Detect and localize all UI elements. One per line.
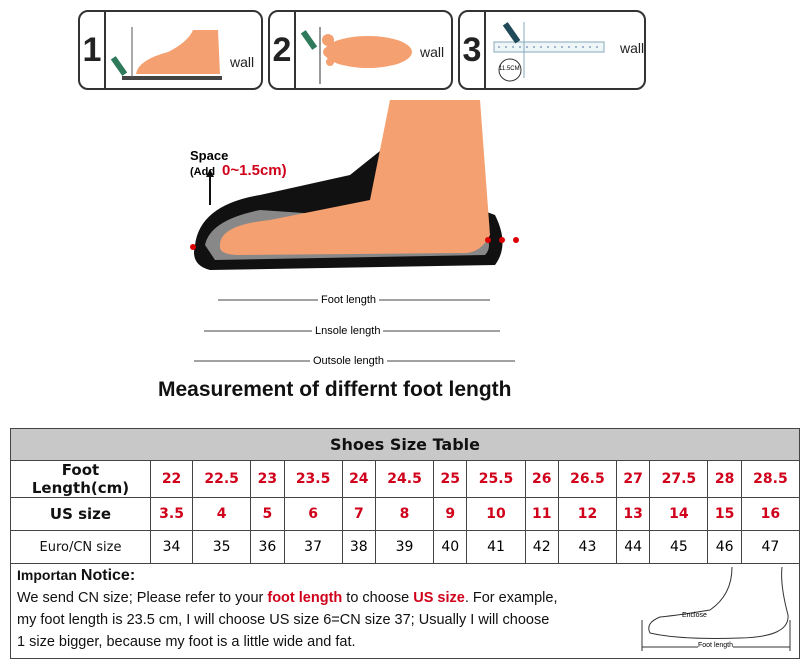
- step-number: 2: [270, 12, 296, 88]
- table-cell: 8: [375, 497, 435, 531]
- notice-highlight: US size: [413, 590, 465, 606]
- wall-label: wall: [620, 40, 645, 56]
- table-cell: 28.5: [740, 460, 801, 498]
- table-cell: 36: [250, 530, 285, 564]
- foot-top-icon: [300, 27, 412, 84]
- table-cell: 6: [283, 497, 343, 531]
- table-cell: 27.5: [649, 460, 709, 498]
- table-cell: 23: [250, 460, 285, 498]
- table-cell: 39: [375, 530, 435, 564]
- table-cell: 25: [433, 460, 468, 498]
- table-cell: 42: [524, 530, 559, 564]
- table-cell: 14: [649, 497, 709, 531]
- shoe-size-table: Shoes Size Table Foot Length(cm) 22 22.5 23…: [10, 428, 801, 564]
- notice-text: We send CN size; Please refer to your: [17, 590, 268, 606]
- add-range: 0~1.5cm): [222, 162, 287, 179]
- foot-length-label: Foot length: [318, 294, 380, 306]
- row-label: Foot Length(cm): [10, 460, 151, 498]
- table-cell: 37: [283, 530, 343, 564]
- table-cell: 11: [524, 497, 559, 531]
- table-cell: 47: [740, 530, 801, 564]
- table-cell: 3.5: [149, 497, 194, 531]
- notice-highlight: foot length: [267, 590, 343, 606]
- table-cell: 24: [341, 460, 377, 498]
- step-1-panel: 1 wall: [78, 10, 263, 90]
- ruler-icon: [493, 22, 605, 82]
- table-cell: 22.5: [192, 460, 252, 498]
- add-label: (Add: [190, 166, 216, 178]
- table-row-us-size: US size 3.5 4 5 6 7 8 9 10 11 12 13 14 15 16: [10, 497, 801, 531]
- foot-length-mini-label: Foot length: [698, 642, 734, 649]
- step-number: 1: [80, 12, 106, 88]
- table-cell: 46: [707, 530, 742, 564]
- table-row-euro-cn-size: Euro/CN size 34 35 36 37 38 39 40 41 42 43 44 45 46 47: [10, 530, 801, 564]
- table-cell: 4: [192, 497, 252, 531]
- row-label: US size: [10, 497, 151, 531]
- table-cell: 5: [250, 497, 285, 531]
- insole-length-label: Lnsole length: [312, 325, 384, 337]
- table-cell: 23.5: [283, 460, 343, 498]
- table-cell: 22: [149, 460, 194, 498]
- table-title: Shoes Size Table: [10, 428, 800, 461]
- table-cell: 7: [341, 497, 377, 531]
- table-cell: 41: [466, 530, 526, 564]
- table-row-foot-length: Foot Length(cm) 22 22.5 23 23.5 24 24.5 25 25.5 2…: [10, 460, 801, 498]
- wall-label: wall: [420, 44, 445, 60]
- diagram-heading: Measurement of differnt foot length: [158, 378, 512, 401]
- table-cell: 43: [557, 530, 617, 564]
- table-cell: 27: [615, 460, 651, 498]
- notice-text: . For example,: [464, 590, 558, 606]
- table-cell: 26.5: [557, 460, 617, 498]
- outsole-length-label: Outsole length: [310, 355, 387, 367]
- table-cell: 40: [433, 530, 468, 564]
- table-cell: 12: [557, 497, 617, 531]
- table-cell: 38: [341, 530, 377, 564]
- step-number: 3: [460, 12, 486, 88]
- enclose-label: Enclose: [682, 612, 707, 619]
- table-cell: 10: [466, 497, 526, 531]
- ruler-badge: 11.5CM: [499, 66, 520, 72]
- table-cell: 13: [615, 497, 651, 531]
- notice-box: Importan Notice: We send CN size; Please…: [10, 560, 800, 659]
- notice-line-2: my foot length is 23.5 cm, I will choose…: [17, 612, 550, 628]
- row-label: Euro/CN size: [10, 530, 151, 564]
- table-cell: 34: [149, 530, 194, 564]
- foot-side-icon: [110, 27, 222, 80]
- table-cell: 25.5: [466, 460, 526, 498]
- wall-label: wall: [230, 54, 255, 70]
- table-cell: 45: [649, 530, 709, 564]
- table-cell: 35: [192, 530, 252, 564]
- table-cell: 16: [740, 497, 801, 531]
- step-2-panel: 2 wall: [268, 10, 453, 90]
- notice-text: to choose: [342, 590, 414, 606]
- table-cell: 15: [707, 497, 742, 531]
- table-cell: 24.5: [375, 460, 435, 498]
- space-label: Space: [190, 148, 229, 163]
- table-cell: 28: [707, 460, 742, 498]
- notice-title-b: Notice:: [80, 567, 136, 584]
- notice-line-3: 1 size bigger, because my foot is a litt…: [17, 634, 356, 650]
- notice-title-a: Importan: [17, 567, 77, 583]
- table-cell: 44: [615, 530, 651, 564]
- table-cell: 26: [524, 460, 559, 498]
- step-3-panel: 3 11.5CM wall: [458, 10, 646, 90]
- table-cell: 9: [433, 497, 468, 531]
